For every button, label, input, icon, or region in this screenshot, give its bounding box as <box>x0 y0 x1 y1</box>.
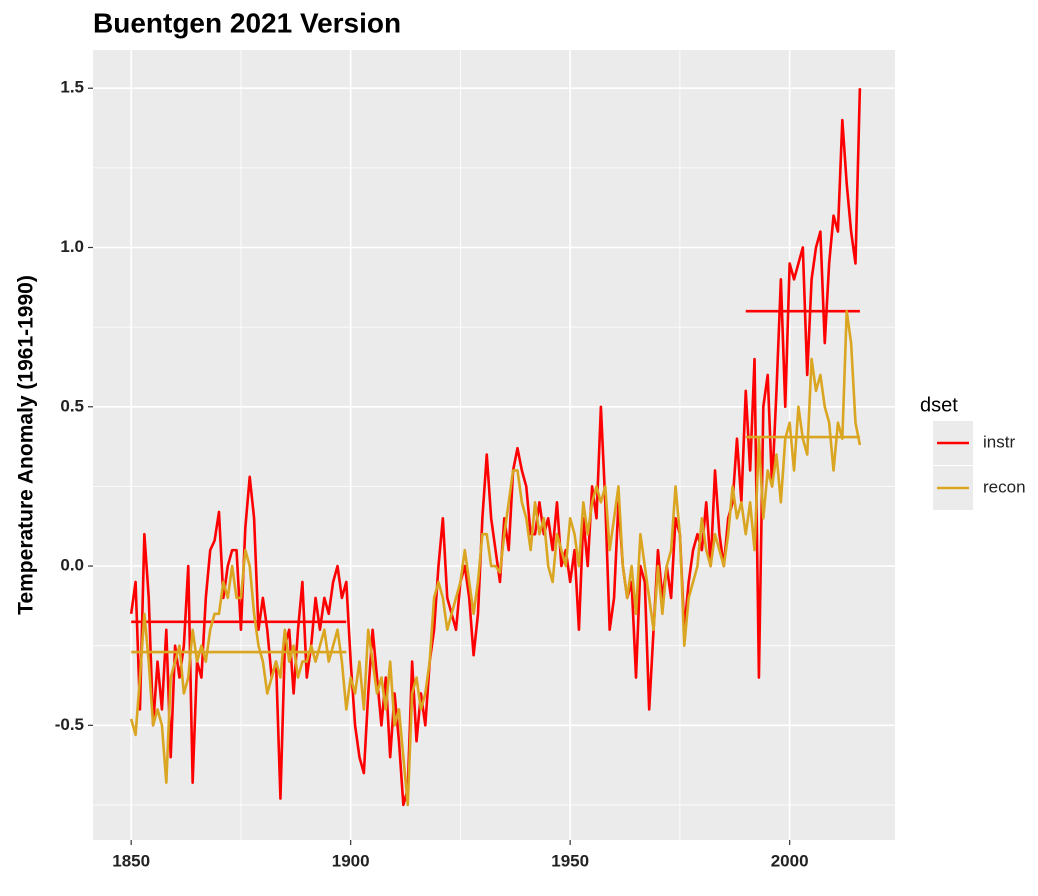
x-tick-label: 1850 <box>112 851 150 870</box>
y-tick-label: 0.5 <box>60 396 84 415</box>
chart-title: Buentgen 2021 Version <box>93 7 401 38</box>
data-line <box>129 309 862 807</box>
y-tick-label: 0.0 <box>60 556 84 575</box>
legend-label: recon <box>983 477 1026 496</box>
x-tick-label: 1950 <box>551 851 589 870</box>
y-tick-label: 1.0 <box>60 237 84 256</box>
y-tick-label: -0.5 <box>55 715 84 734</box>
x-tick-label: 1900 <box>332 851 370 870</box>
y-tick-label: 1.5 <box>60 78 84 97</box>
legend-title: dset <box>920 394 958 416</box>
y-axis-label: Temperature Anomaly (1961-1990) <box>15 275 38 615</box>
legend-label: instr <box>983 432 1015 451</box>
data-line <box>129 88 862 807</box>
x-tick-label: 2000 <box>771 851 809 870</box>
plot-panel <box>93 50 895 840</box>
